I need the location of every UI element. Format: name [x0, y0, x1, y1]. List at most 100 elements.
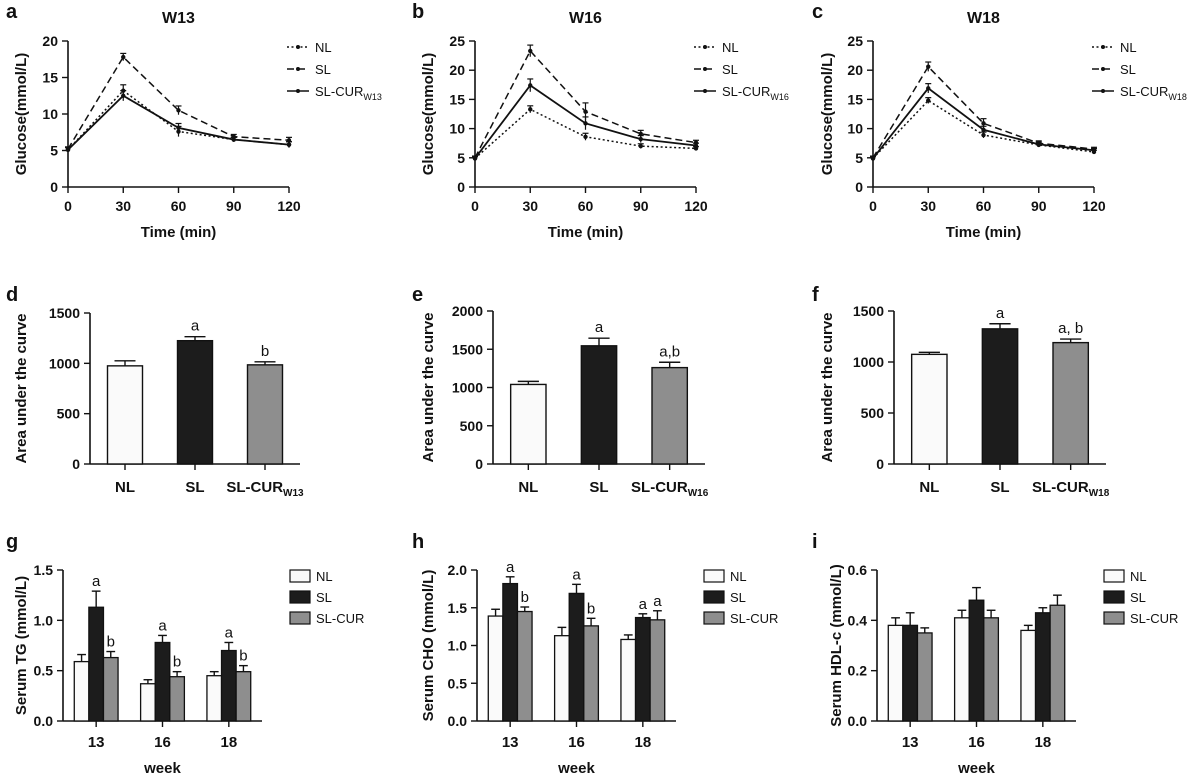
bar-sl-cur: [1049, 604, 1066, 722]
bar-sl: [902, 624, 919, 722]
panel-letter: e: [412, 284, 423, 306]
data-point: [638, 131, 643, 137]
y-tick-label: 1500: [853, 303, 884, 319]
significance-label: b: [261, 343, 269, 360]
x-axis-label: Time (min): [548, 224, 624, 241]
significance-label: b: [107, 634, 115, 651]
series-line-sl-cur: [67, 94, 290, 151]
x-tick-label: 120: [684, 198, 708, 214]
y-tick-label: 1.5: [448, 600, 468, 616]
significance-label: a: [639, 596, 648, 613]
y-tick-label: 10: [449, 121, 465, 137]
data-point: [1091, 148, 1097, 153]
y-tick-label: 5: [855, 150, 863, 166]
y-tick-label: 0.0: [448, 713, 468, 729]
x-tick-label: SL-CURW16: [631, 479, 709, 499]
y-tick-label: 1000: [49, 355, 80, 371]
x-tick-label: 0: [869, 198, 877, 214]
y-tick-label: 0: [876, 456, 884, 472]
x-axis-label: Time (min): [946, 224, 1022, 241]
y-tick-label: 10: [847, 121, 863, 137]
legend-label: SL-CURW18: [1120, 84, 1187, 102]
significance-label: a: [92, 573, 101, 590]
data-point: [870, 156, 876, 161]
y-tick-label: 0: [72, 456, 80, 472]
y-axis-label: Serum CHO (mmol/L): [420, 570, 437, 722]
panel-d: d 0 500 1000 1500 Area under the curve NL a SL b S…: [6, 284, 304, 499]
legend-label-main: NL: [722, 40, 739, 55]
bar-sl-cur: [169, 676, 186, 722]
bar-sl: [220, 649, 237, 722]
x-tick-label: 13: [502, 734, 519, 751]
bar-sl-cur: [246, 364, 284, 465]
panel-letter: b: [412, 1, 424, 23]
y-tick-label: 25: [449, 33, 465, 49]
y-tick-label: 0.0: [848, 713, 868, 729]
data-point: [528, 48, 533, 54]
x-tick-label: 16: [154, 734, 171, 751]
x-tick-label: 13: [902, 734, 919, 751]
x-tick-label: 120: [277, 198, 301, 214]
x-axis-label: week: [957, 760, 995, 777]
y-axis-label: Glucose(mmol/L): [819, 53, 836, 176]
bar-nl: [887, 624, 904, 722]
significance-label: b: [521, 589, 529, 606]
x-tick-label-sub: W18: [1089, 488, 1110, 499]
x-tick-label: 18: [220, 734, 237, 751]
x-tick-label: 90: [1031, 198, 1047, 214]
legend-label: NL: [315, 40, 332, 55]
y-axis-label: Glucose(mmol/L): [420, 53, 437, 176]
x-tick-label: NL: [115, 479, 135, 496]
y-axis-label: Serum HDL-c (mmol/L): [828, 564, 845, 727]
legend-label-main: SL-CUR: [1120, 84, 1168, 99]
y-tick-label: 1000: [853, 354, 884, 370]
legend-swatch: [289, 569, 311, 583]
y-tick-label: 1.0: [34, 612, 54, 628]
y-tick-label: 0.5: [34, 663, 54, 679]
bar-nl: [139, 683, 156, 722]
panel-b: b W16 0 5 10 15 20 25 Glucose(mmol/L) 0 30 60 90 120 T…: [412, 1, 789, 241]
legend-label: SL-CUR: [316, 611, 364, 626]
bar-sl: [568, 592, 585, 722]
bar-nl: [487, 615, 504, 722]
legend-swatch: [703, 590, 725, 604]
panel-f: f 0 500 1000 1500 Area under the curve NL a SL a,…: [812, 284, 1110, 499]
chart-title: W16: [569, 10, 602, 27]
y-tick-label: 15: [42, 70, 58, 86]
bar-sl-cur: [102, 656, 119, 722]
x-tick-label: 18: [1034, 734, 1051, 751]
data-point: [528, 83, 533, 88]
legend-marker: [703, 67, 707, 71]
legend-marker: [1101, 45, 1105, 49]
legend-label: SL: [1120, 62, 1136, 77]
bar-sl: [176, 339, 214, 465]
y-tick-label: 0: [50, 179, 58, 195]
bar-sl: [88, 606, 105, 722]
bar-sl-cur: [235, 671, 252, 722]
bar-nl: [553, 635, 570, 722]
panel-c: c W18 0 5 10 15 20 25 Glucose(mmol/L) 0 30 60 90 120 T…: [812, 1, 1187, 241]
y-tick-label: 0.6: [848, 562, 868, 578]
legend-label: SL-CUR: [1130, 611, 1178, 626]
x-tick-label: NL: [919, 479, 939, 496]
data-point: [286, 142, 292, 147]
x-tick-label-main: SL: [185, 479, 204, 496]
y-tick-label: 1.5: [34, 562, 54, 578]
x-tick-label-main: NL: [115, 479, 135, 496]
y-tick-label: 0: [475, 456, 483, 472]
data-point: [121, 93, 126, 98]
x-tick-label: NL: [518, 479, 538, 496]
bar-sl: [580, 345, 618, 465]
x-tick-label: 0: [64, 198, 72, 214]
panel-e: e 0 500 1000 1500 2000 Area under the curve NL a…: [412, 284, 709, 499]
bar-sl: [968, 599, 985, 722]
x-tick-label: SL: [589, 479, 608, 496]
legend-label-main: SL: [315, 62, 331, 77]
x-tick-label: 13: [88, 734, 105, 751]
data-point: [583, 134, 588, 139]
x-tick-label-main: NL: [518, 479, 538, 496]
y-tick-label: 0.5: [448, 675, 468, 691]
x-tick-label: 30: [920, 198, 936, 214]
legend-swatch: [289, 611, 311, 625]
